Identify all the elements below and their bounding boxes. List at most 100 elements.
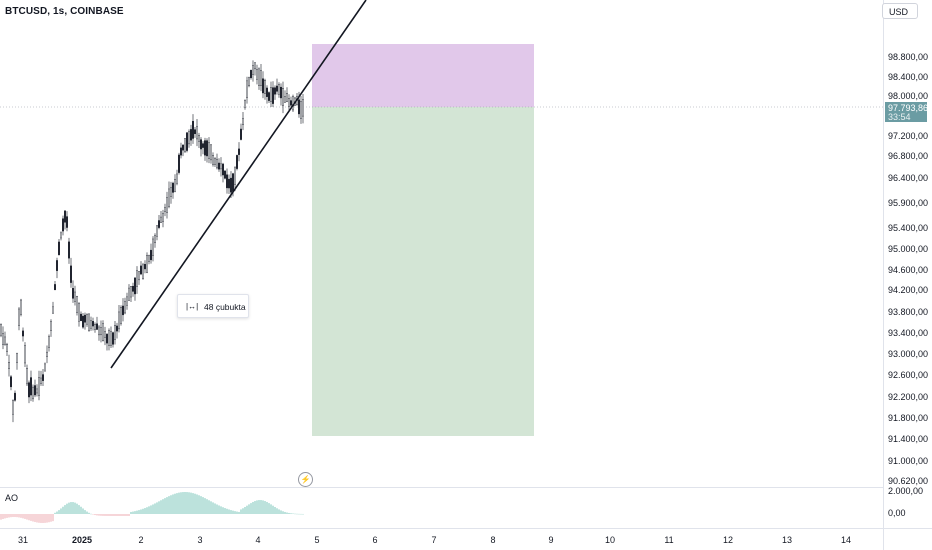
candle-body (156, 225, 158, 237)
ao-bar (10, 514, 12, 518)
candle-body (76, 296, 78, 313)
candle-body (280, 86, 282, 99)
ao-bar (148, 506, 150, 514)
time-tick-label: 4 (255, 535, 261, 545)
stop-zone[interactable] (312, 107, 534, 436)
candle-body (232, 173, 234, 192)
price-tick-label: 95.400,00 (888, 223, 929, 233)
candle-body (36, 388, 38, 394)
candle-body (38, 377, 40, 396)
candle-body (64, 210, 66, 223)
candle-body (54, 284, 56, 291)
ao-bar (46, 514, 48, 523)
price-tick-label: 93.800,00 (888, 307, 929, 317)
ao-bar (302, 513, 304, 515)
ao-bar (210, 501, 212, 514)
candle-body (120, 307, 122, 324)
symbol-title[interactable]: BTCUSD, 1s, COINBASE (5, 6, 124, 17)
candle-body (136, 270, 138, 287)
ao-bar (278, 509, 280, 514)
lightning-icon[interactable]: ⚡ (298, 472, 313, 487)
ao-bar (240, 509, 242, 514)
ao-bar (226, 508, 228, 514)
ao-bar (72, 502, 74, 514)
candle-body (252, 65, 254, 75)
candle-body (258, 68, 260, 86)
candle-body (42, 374, 44, 381)
ao-bar (56, 511, 58, 514)
candle-body (68, 241, 70, 259)
ao-bar (126, 514, 128, 516)
time-tick-label: 2025 (71, 535, 93, 545)
ao-bar (138, 510, 140, 514)
candle-body (72, 288, 74, 299)
candle-body (302, 99, 304, 117)
ao-bar (254, 501, 256, 514)
ao-bar (104, 514, 106, 516)
ao-bar (150, 505, 152, 514)
ao-bar (142, 508, 144, 514)
ao-bar (266, 501, 268, 514)
candle-body (166, 197, 168, 213)
candle-body (144, 263, 146, 270)
time-tick-label: 8 (490, 535, 496, 545)
candle-body (104, 331, 106, 338)
target-zone[interactable] (312, 44, 534, 107)
candle-body (138, 271, 140, 281)
candle-body (4, 336, 6, 346)
ao-bar (274, 507, 276, 514)
candle-body (220, 163, 222, 170)
candle-body (10, 376, 12, 388)
candle-body (12, 400, 14, 415)
ao-bar (262, 500, 264, 514)
ao-bar (162, 499, 164, 514)
candle-body (246, 80, 248, 98)
ao-bar (76, 503, 78, 514)
ao-bar (94, 514, 96, 516)
candle-body (2, 333, 4, 345)
ao-bar (30, 514, 32, 521)
candle-body (214, 158, 216, 165)
measure-tooltip[interactable]: |↔| 48 çubukta (177, 294, 249, 318)
indicator-title[interactable]: AO (5, 493, 19, 503)
ao-bar (32, 514, 34, 522)
price-tick-label: 92.200,00 (888, 392, 929, 402)
ao-bar (280, 510, 282, 514)
candle-body (194, 129, 196, 135)
ao-bar (44, 514, 46, 523)
candle-body (114, 325, 116, 340)
candle-body (192, 121, 194, 139)
ao-bar (290, 513, 292, 514)
ao-bar (214, 503, 216, 514)
candle-body (100, 327, 102, 336)
price-tick-label: 92.600,00 (888, 370, 929, 380)
candle-body (50, 321, 52, 331)
currency-button[interactable]: USD (882, 3, 918, 19)
candle-body (290, 100, 292, 106)
ao-bar (40, 514, 42, 523)
candle-body (124, 301, 126, 314)
candle-body (266, 87, 268, 97)
candlestick-series (0, 60, 304, 423)
time-tick-label: 14 (840, 535, 852, 545)
time-tick-label: 13 (781, 535, 793, 545)
candle-body (88, 313, 90, 331)
candle-body (216, 158, 218, 169)
ao-bar (196, 494, 198, 514)
candle-body (48, 336, 50, 348)
price-tick-label: 94.200,00 (888, 285, 929, 295)
candle-body (60, 232, 62, 239)
ao-bar (0, 514, 2, 520)
ao-bar (2, 514, 4, 520)
ao-bar (24, 514, 26, 519)
candle-body (200, 139, 202, 150)
candle-body (152, 238, 154, 256)
price-tick-label: 95.000,00 (888, 244, 929, 254)
ao-bar (66, 503, 68, 514)
candle-body (142, 264, 144, 279)
candle-body (170, 187, 172, 197)
trendline[interactable] (110, 0, 367, 369)
ao-bar (292, 513, 294, 515)
candle-body (186, 132, 188, 151)
